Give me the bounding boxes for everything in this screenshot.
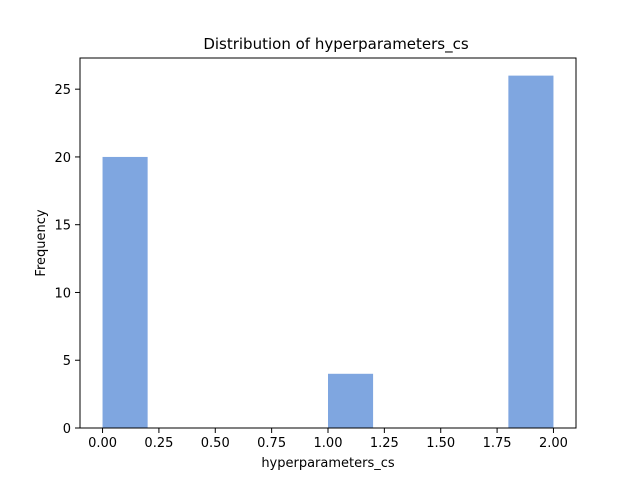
y-axis-label: Frequency [34, 209, 49, 276]
histogram-bar [328, 373, 374, 428]
y-axis-ticks: 0 5 10 15 20 25 [54, 83, 80, 437]
x-axis-ticks: 0.00 0.25 0.50 0.75 1.00 1.25 1.50 1.75 2.00 [88, 428, 568, 451]
histogram-bar [508, 75, 554, 428]
x-tick-label: 0.00 [88, 436, 117, 451]
bars-group [102, 75, 554, 428]
histogram-bar [102, 156, 148, 428]
x-tick-label: 2.00 [539, 436, 568, 451]
x-axis-label: hyperparameters_cs [261, 456, 395, 471]
y-tick-label: 20 [54, 151, 71, 166]
x-tick-label: 0.75 [257, 436, 286, 451]
x-tick-label: 1.25 [370, 436, 399, 451]
x-tick-label: 1.00 [314, 436, 343, 451]
x-tick-label: 0.25 [144, 436, 173, 451]
x-tick-label: 1.50 [426, 436, 455, 451]
y-tick-label: 5 [63, 354, 71, 369]
x-tick-label: 0.50 [201, 436, 230, 451]
y-tick-label: 15 [54, 219, 71, 234]
y-tick-label: 25 [54, 83, 71, 98]
plot-frame [79, 57, 577, 429]
y-tick-label: 0 [63, 422, 71, 437]
x-tick-label: 1.75 [483, 436, 512, 451]
chart-title: Distribution of hyperparameters_cs [203, 35, 469, 54]
y-tick-label: 10 [54, 286, 71, 301]
